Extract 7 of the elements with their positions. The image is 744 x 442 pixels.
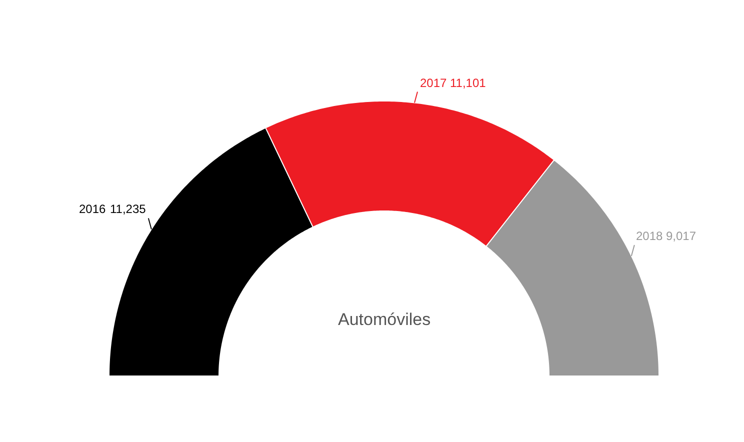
text: Automóviles — [338, 310, 431, 329]
data-label: 11,101 — [450, 76, 486, 90]
data-label: 11,235 — [110, 202, 146, 216]
slice-label: 2016 — [79, 202, 106, 216]
slice-label: 2017 — [420, 76, 448, 90]
data-label: 9,017 — [666, 229, 696, 243]
slice-label: 2018 — [636, 229, 664, 243]
